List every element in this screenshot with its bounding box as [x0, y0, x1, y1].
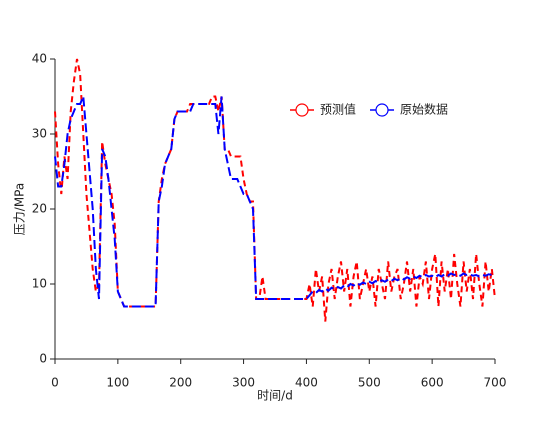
- x-axis-label: 时间/d: [257, 389, 293, 403]
- y-tick-label: 30: [32, 127, 47, 141]
- data-line: [54, 96, 496, 308]
- x-tick-label: 400: [295, 376, 318, 390]
- x-tick-label: 100: [106, 376, 129, 390]
- y-tick-label: 40: [32, 52, 47, 66]
- x-tick-label: 500: [358, 376, 381, 390]
- legend-label: 原始数据: [400, 102, 448, 117]
- legend-marker: [295, 103, 309, 117]
- x-tick-label: 600: [421, 376, 444, 390]
- x-tick-label: 0: [51, 376, 59, 390]
- x-tick-label: 700: [484, 376, 507, 390]
- x-tick-label: 300: [232, 376, 255, 390]
- legend-label: 预测值: [320, 102, 356, 117]
- data-line: [54, 58, 496, 322]
- x-tick-label: 200: [169, 376, 192, 390]
- y-tick-label: 10: [32, 277, 47, 291]
- y-tick-label: 0: [39, 352, 47, 366]
- y-axis-label: 压力/MPa: [13, 183, 27, 235]
- y-tick-label: 20: [32, 202, 47, 216]
- legend-marker: [375, 103, 389, 117]
